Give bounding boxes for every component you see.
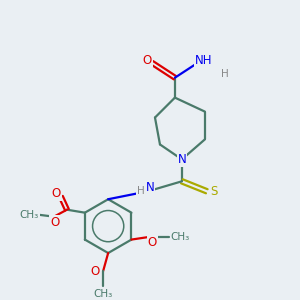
Text: H: H bbox=[221, 69, 229, 79]
Text: NH: NH bbox=[195, 54, 212, 67]
Text: CH₃: CH₃ bbox=[94, 289, 113, 299]
Text: O: O bbox=[50, 216, 60, 229]
Text: N: N bbox=[178, 153, 186, 166]
Text: S: S bbox=[210, 185, 218, 198]
Text: N: N bbox=[146, 181, 154, 194]
Text: O: O bbox=[148, 236, 157, 249]
Text: O: O bbox=[142, 54, 152, 67]
Text: O: O bbox=[91, 266, 100, 278]
Text: O: O bbox=[51, 187, 61, 200]
Text: CH₃: CH₃ bbox=[20, 210, 39, 220]
Text: CH₃: CH₃ bbox=[171, 232, 190, 242]
Text: H: H bbox=[137, 186, 145, 196]
